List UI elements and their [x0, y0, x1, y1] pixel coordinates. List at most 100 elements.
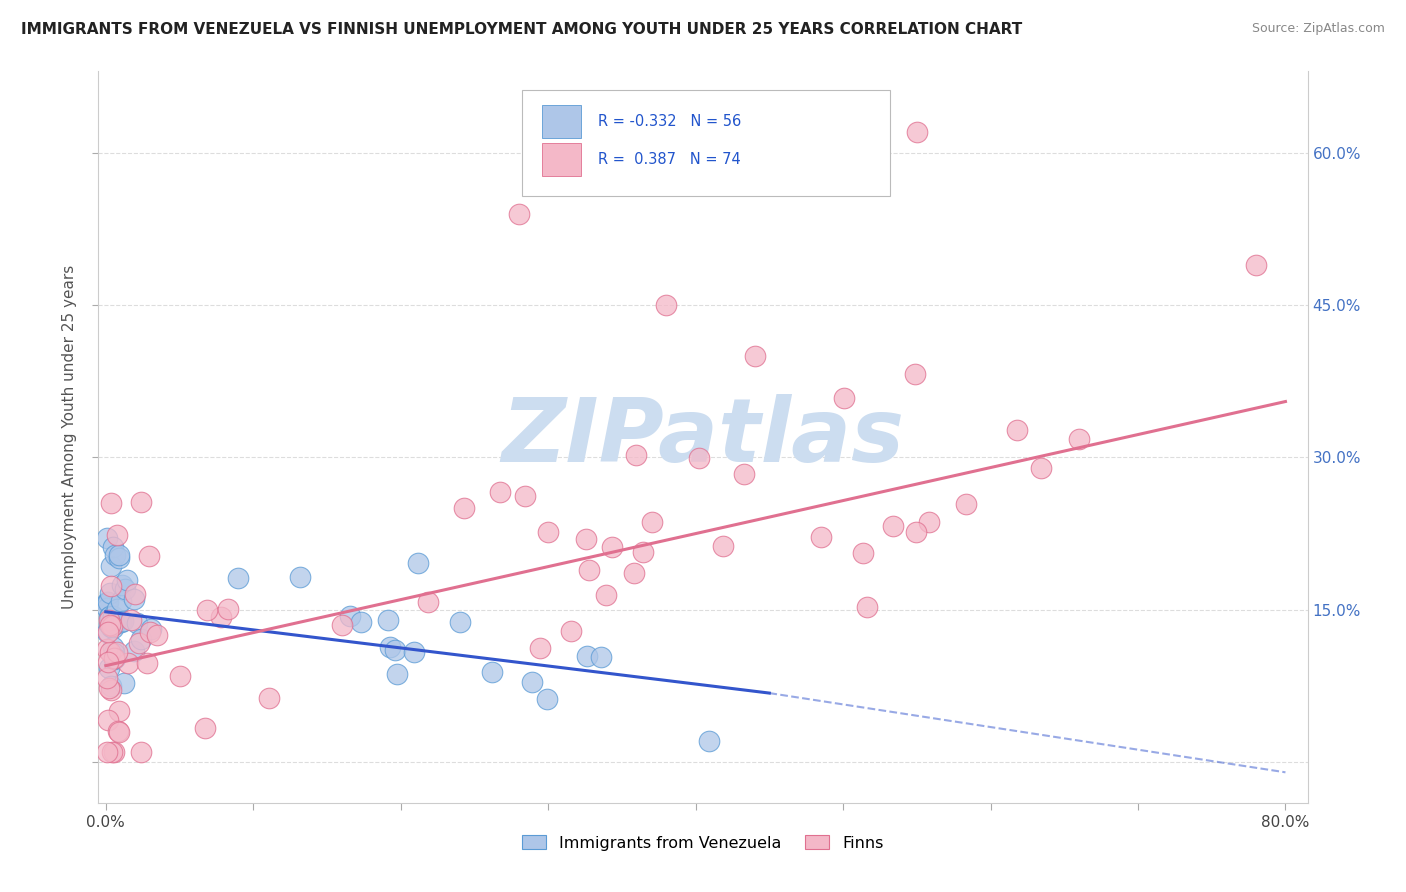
Point — [98, 681, 121, 696]
Point — [733, 467, 755, 482]
Point — [129, 495, 152, 509]
Point — [169, 669, 191, 683]
Point — [117, 573, 139, 587]
Point — [101, 618, 124, 632]
Point — [97, 713, 120, 727]
Point — [139, 625, 162, 640]
Point — [105, 528, 128, 542]
Point — [536, 692, 558, 706]
Point — [217, 602, 239, 616]
Point — [1067, 432, 1090, 446]
Point — [146, 628, 169, 642]
Point — [100, 579, 122, 593]
Point — [100, 620, 122, 634]
Point — [955, 498, 977, 512]
Bar — [543, 143, 581, 176]
Point — [905, 125, 928, 139]
Point — [453, 501, 475, 516]
Point — [96, 745, 118, 759]
Point — [904, 368, 927, 382]
Point — [139, 622, 162, 636]
Point — [100, 679, 122, 693]
Point — [387, 666, 409, 681]
Point — [449, 615, 471, 629]
Point — [855, 600, 877, 615]
Point — [96, 671, 118, 685]
Point — [810, 530, 832, 544]
Text: R = -0.332   N = 56: R = -0.332 N = 56 — [598, 113, 741, 128]
Point — [404, 645, 426, 659]
Point — [108, 704, 131, 718]
Point — [408, 556, 430, 570]
Point — [560, 624, 582, 638]
Point — [107, 724, 129, 739]
Point — [104, 548, 127, 562]
Point — [128, 636, 150, 650]
Point — [122, 592, 145, 607]
Point — [697, 734, 720, 748]
Point — [209, 610, 232, 624]
Point — [852, 546, 875, 560]
Point — [529, 641, 551, 656]
Point — [103, 646, 125, 660]
Point — [339, 608, 361, 623]
Point — [537, 525, 560, 540]
Point — [576, 649, 599, 664]
Point — [918, 515, 941, 529]
Point — [631, 545, 654, 559]
Point — [711, 539, 734, 553]
Point — [114, 582, 136, 596]
Point — [96, 596, 118, 610]
Point — [744, 349, 766, 363]
Point — [195, 603, 218, 617]
Point — [112, 615, 135, 629]
Point — [623, 566, 645, 580]
Point — [98, 609, 121, 624]
Point — [101, 745, 124, 759]
Point — [377, 613, 399, 627]
Bar — [543, 104, 581, 137]
Point — [97, 595, 120, 609]
Point — [100, 559, 122, 574]
Point — [101, 540, 124, 554]
Point — [98, 613, 121, 627]
Point — [481, 665, 503, 680]
Point — [96, 594, 118, 608]
Point — [226, 571, 249, 585]
Point — [124, 587, 146, 601]
Point — [131, 745, 153, 759]
Point — [600, 540, 623, 554]
Point — [108, 549, 131, 563]
Point — [101, 609, 124, 624]
Point — [578, 563, 600, 577]
Y-axis label: Unemployment Among Youth under 25 years: Unemployment Among Youth under 25 years — [62, 265, 77, 609]
Point — [832, 391, 855, 405]
Point — [591, 650, 613, 665]
Point — [97, 617, 120, 632]
Point — [257, 690, 280, 705]
Point — [136, 657, 159, 671]
Point — [575, 533, 598, 547]
Point — [1244, 258, 1267, 272]
Point — [103, 621, 125, 635]
Point — [513, 489, 536, 503]
Point — [103, 617, 125, 632]
Point — [97, 655, 120, 669]
Point — [595, 589, 617, 603]
Point — [117, 656, 139, 670]
Text: R =  0.387   N = 74: R = 0.387 N = 74 — [598, 152, 741, 167]
Point — [488, 484, 510, 499]
Point — [108, 725, 131, 739]
Point — [100, 682, 122, 697]
Point — [111, 578, 134, 592]
Point — [96, 531, 118, 545]
Point — [882, 519, 904, 533]
Point — [103, 651, 125, 665]
Point — [418, 595, 440, 609]
Text: IMMIGRANTS FROM VENEZUELA VS FINNISH UNEMPLOYMENT AMONG YOUTH UNDER 25 YEARS COR: IMMIGRANTS FROM VENEZUELA VS FINNISH UNE… — [21, 22, 1022, 37]
Point — [96, 625, 118, 640]
Point — [1005, 423, 1028, 437]
Point — [96, 641, 118, 656]
Point — [110, 615, 132, 629]
Point — [98, 660, 121, 674]
